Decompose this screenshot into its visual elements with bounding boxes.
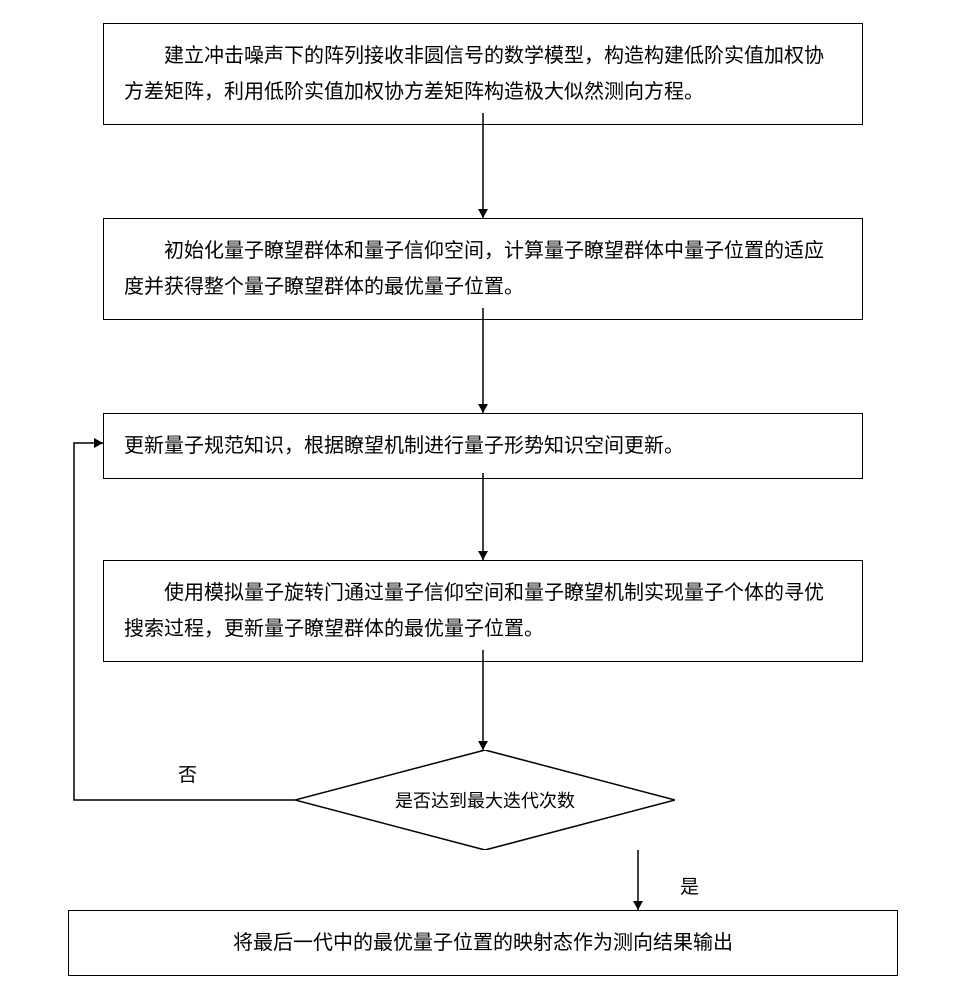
edge-label-yes: 是 (680, 872, 699, 899)
step-box-1: 建立冲击噪声下的阵列接收非圆信号的数学模型，构造构建低阶实值加权协方差矩阵，利用… (103, 23, 863, 125)
decision-label: 是否达到最大迭代次数 (395, 787, 575, 813)
step-box-4: 使用模拟量子旋转门通过量子信仰空间和量子瞭望机制实现量子个体的寻优搜索过程，更新… (103, 560, 863, 662)
edge-label-no: 否 (178, 760, 197, 787)
step-box-5: 将最后一代中的最优量子位置的映射态作为测向结果输出 (68, 910, 898, 976)
step-box-2: 初始化量子瞭望群体和量子信仰空间，计算量子瞭望群体中量子位置的适应度并获得整个量… (103, 218, 863, 320)
step-box-3: 更新量子规范知识，根据瞭望机制进行量子形势知识空间更新。 (103, 413, 863, 479)
decision-diamond: 是否达到最大迭代次数 (295, 750, 675, 850)
connector-layer (0, 0, 963, 1000)
